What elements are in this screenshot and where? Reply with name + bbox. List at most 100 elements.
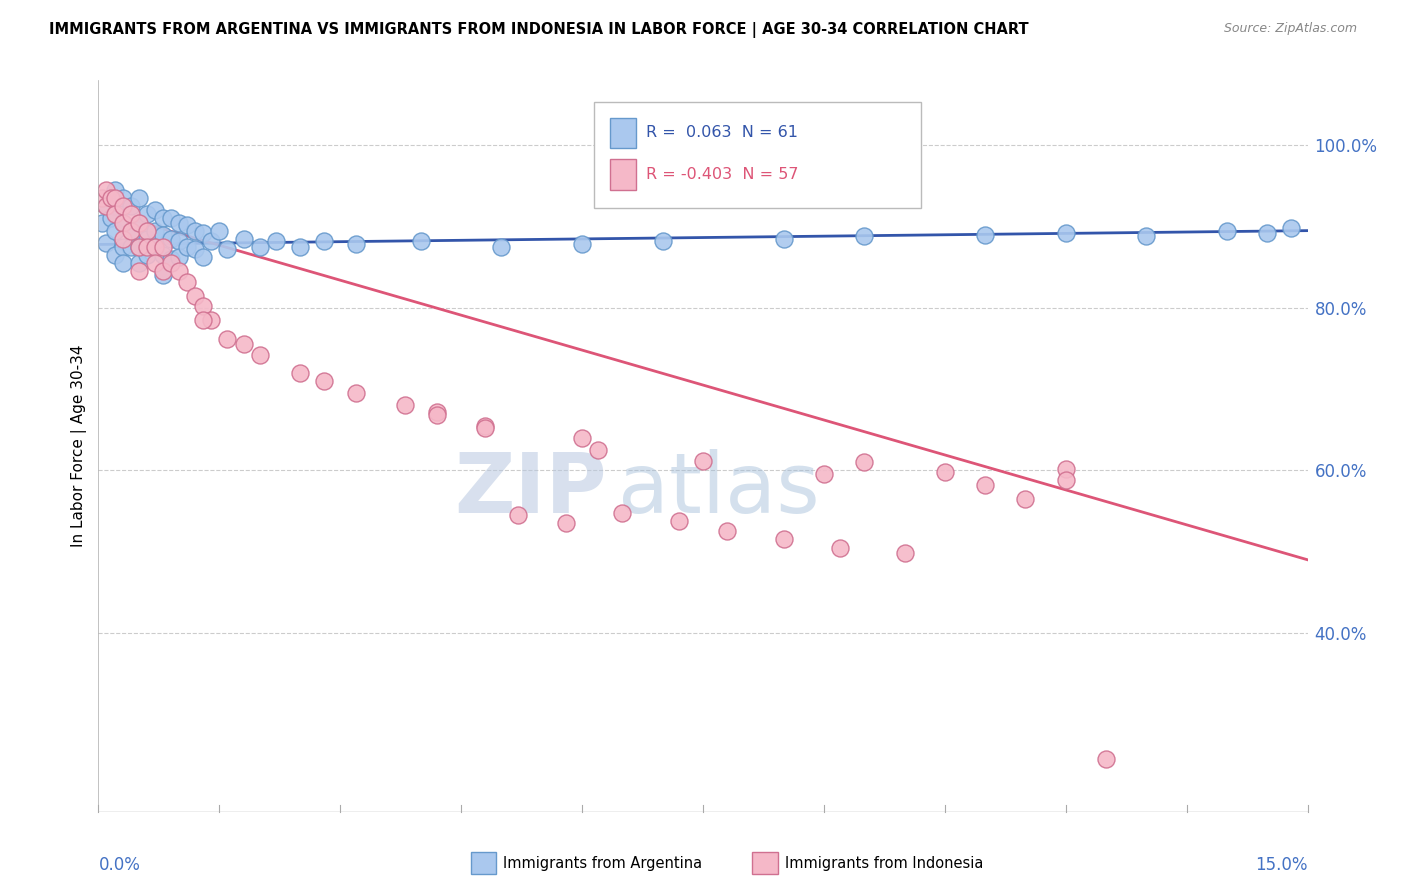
Point (409, 234, 432, 248)
Point (217, 332, 239, 346)
Point (571, 237, 593, 252)
Point (152, 227, 174, 242)
Point (111, 215, 134, 229)
Point (167, 215, 190, 229)
Point (91, 215, 114, 229)
Point (103, 191, 125, 205)
Point (176, 275, 198, 289)
Point (200, 313, 222, 327)
Point (143, 203, 166, 218)
Point (555, 516, 578, 531)
Text: R =  0.063  N = 61: R = 0.063 N = 61 (647, 125, 799, 140)
Point (176, 240, 198, 254)
Text: Source: ZipAtlas.com: Source: ZipAtlas.com (1223, 22, 1357, 36)
Text: atlas: atlas (619, 450, 820, 531)
Point (143, 240, 166, 254)
Point (232, 232, 254, 246)
Point (100, 191, 122, 205)
Point (217, 243, 239, 257)
Point (1054, 473, 1077, 487)
Point (1135, 229, 1157, 244)
Point (193, 226, 215, 240)
Point (160, 252, 183, 266)
Point (152, 240, 174, 254)
Point (160, 232, 183, 246)
Point (120, 240, 142, 254)
Point (772, 232, 794, 246)
Point (143, 240, 166, 254)
Point (651, 234, 673, 248)
Point (100, 211, 122, 226)
Point (128, 240, 150, 254)
Point (1054, 226, 1077, 240)
Point (103, 224, 125, 238)
Point (1014, 491, 1036, 506)
Point (103, 248, 125, 262)
Point (111, 191, 134, 205)
Point (314, 234, 336, 248)
Point (167, 251, 190, 265)
Point (152, 211, 174, 226)
Point (135, 240, 157, 254)
Point (160, 211, 183, 226)
Point (184, 288, 207, 302)
Point (813, 467, 835, 482)
Point (152, 264, 174, 278)
Point (160, 256, 183, 270)
Point (103, 207, 125, 221)
Point (288, 240, 311, 254)
Bar (610, 118, 637, 148)
FancyBboxPatch shape (595, 103, 921, 209)
Point (974, 478, 997, 492)
Point (176, 218, 198, 232)
Point (394, 398, 416, 412)
Point (96, 199, 118, 213)
Point (571, 431, 593, 445)
Point (974, 227, 997, 242)
Point (1281, 221, 1303, 235)
Point (135, 248, 157, 262)
Point (184, 224, 207, 238)
Point (103, 183, 125, 197)
Point (111, 215, 134, 229)
Point (111, 199, 134, 213)
Point (893, 546, 915, 560)
Point (668, 514, 690, 528)
Point (288, 366, 311, 380)
Point (716, 524, 738, 539)
Point (344, 237, 367, 252)
Text: Immigrants from Argentina: Immigrants from Argentina (503, 856, 703, 871)
Text: IMMIGRANTS FROM ARGENTINA VS IMMIGRANTS FROM INDONESIA IN LABOR FORCE | AGE 30-3: IMMIGRANTS FROM ARGENTINA VS IMMIGRANTS … (49, 22, 1029, 38)
Point (1216, 224, 1239, 238)
Text: R = -0.403  N = 57: R = -0.403 N = 57 (647, 167, 799, 182)
Point (934, 465, 956, 479)
Text: Immigrants from Indonesia: Immigrants from Indonesia (785, 856, 983, 871)
Point (135, 224, 157, 238)
Point (152, 268, 174, 283)
Point (128, 191, 150, 205)
Point (249, 240, 271, 254)
Point (208, 224, 231, 238)
Point (586, 443, 609, 458)
Point (135, 232, 157, 246)
Y-axis label: In Labor Force | Age 30-34: In Labor Force | Age 30-34 (72, 344, 87, 548)
Point (193, 313, 215, 327)
Point (96, 199, 118, 213)
Point (152, 248, 174, 262)
Point (111, 232, 134, 246)
Point (426, 408, 449, 422)
Point (612, 506, 634, 520)
Point (128, 215, 150, 229)
Point (111, 240, 134, 254)
Point (111, 256, 134, 270)
Point (135, 207, 157, 221)
Point (474, 418, 496, 433)
Point (193, 251, 215, 265)
Point (232, 337, 254, 351)
Point (167, 264, 190, 278)
Point (828, 541, 851, 555)
Point (193, 299, 215, 313)
Point (128, 256, 150, 270)
Bar (610, 160, 637, 190)
Point (143, 256, 166, 270)
